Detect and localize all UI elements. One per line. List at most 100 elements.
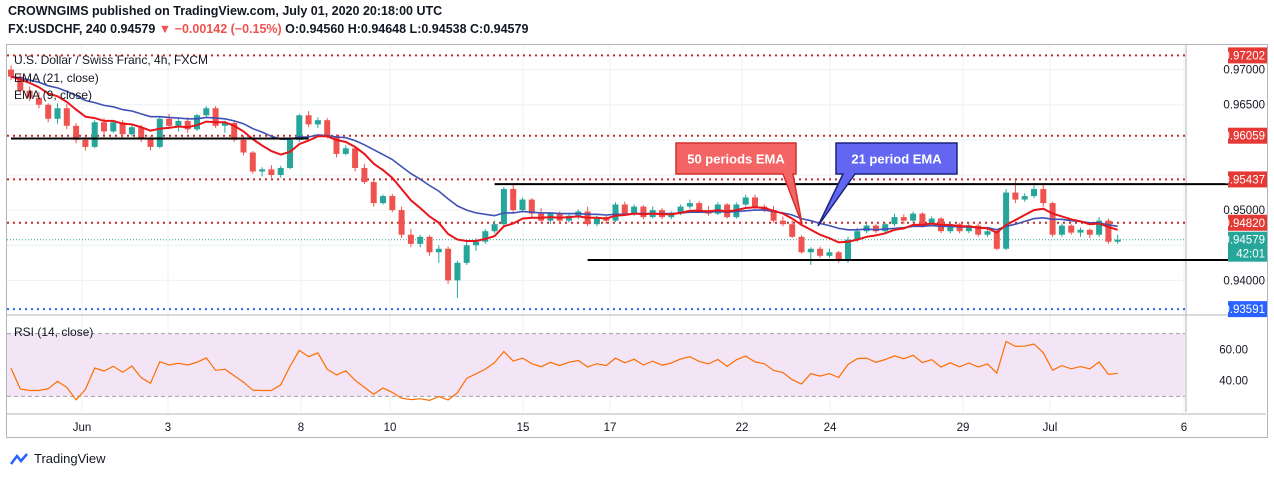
candle-body [445, 248, 452, 281]
symbol-label: FX:USDCHF, 240 [8, 22, 107, 36]
price-change: −0.00142 (−0.15%) [174, 22, 282, 36]
candle-body [798, 236, 805, 253]
candle [463, 241, 470, 265]
candle [519, 197, 526, 213]
candle-body [1077, 229, 1084, 233]
candle-body [45, 104, 52, 119]
candle-body [221, 122, 228, 126]
candle-body [1012, 192, 1019, 200]
candle [454, 260, 461, 298]
candle [249, 151, 256, 174]
candle [333, 134, 340, 158]
candle-body [435, 248, 442, 253]
rsi-legend: RSI (14, close) [14, 325, 94, 339]
candle-body [231, 122, 238, 140]
candle-body [826, 252, 833, 256]
candle [686, 199, 693, 209]
candle-body [156, 118, 163, 147]
candle-body [352, 148, 359, 168]
candle-body [491, 224, 498, 232]
candle-body [287, 139, 293, 168]
candle-body [677, 206, 684, 214]
candle [798, 235, 805, 254]
candle [1105, 218, 1112, 244]
price-axis-badge [1228, 171, 1268, 188]
candle [882, 222, 889, 234]
candle [482, 229, 489, 244]
candle-body [277, 167, 284, 175]
candle [352, 146, 359, 172]
candle [872, 224, 879, 234]
candle [175, 118, 182, 132]
x-axis-label: 6 [1181, 422, 1187, 434]
candle [1086, 228, 1093, 239]
candle-body [752, 197, 758, 207]
ema21-callout-text: 21 period EMA [851, 152, 942, 167]
candle-body [519, 199, 526, 211]
ema50-callout-text: 50 periods EMA [687, 152, 785, 167]
candle [26, 86, 33, 102]
x-axis-label: 17 [604, 422, 617, 434]
candle-body [1086, 229, 1093, 235]
candle-body [17, 76, 24, 91]
ema21-callout-shape [817, 142, 958, 227]
price-axis-badge [1228, 301, 1268, 318]
candle [891, 213, 898, 227]
candle [640, 205, 647, 220]
x-axis-label: 24 [824, 422, 837, 434]
x-axis-label: 29 [957, 422, 970, 434]
candle [770, 205, 777, 223]
x-axis-label: 8 [298, 422, 304, 434]
candle-body [854, 231, 861, 240]
candle-body [872, 225, 879, 232]
chart-frame [6, 44, 1268, 438]
ema50-callout-shape [675, 142, 803, 225]
candle-body [91, 122, 98, 147]
price-axis-text: 42:01 [1236, 249, 1265, 261]
candle-body [342, 148, 349, 154]
ohlc-values: O:0.94560 H:0.94648 L:0.94538 C:0.94579 [285, 22, 529, 36]
candle-body [54, 108, 61, 119]
candle-body [417, 236, 424, 244]
candle [407, 229, 414, 247]
price-axis-label: 0.94820 [1223, 214, 1268, 231]
candle-body [128, 127, 135, 135]
candle-body [500, 189, 507, 225]
candle-body [324, 120, 331, 137]
candle [268, 165, 275, 178]
tradingview-brand[interactable]: TradingView [10, 451, 106, 466]
candle [35, 92, 42, 109]
candle [900, 214, 907, 225]
price-axis-badge [1228, 127, 1268, 144]
candle [510, 184, 517, 214]
price-axis-label: 0.93591 [1223, 301, 1268, 318]
candle [491, 220, 498, 234]
candle-body [138, 127, 145, 140]
candle-body [166, 118, 173, 126]
candle-body [370, 182, 377, 204]
price-axis-label: 0.96500 [1223, 100, 1265, 112]
candle [389, 193, 396, 213]
price-axis-badge [1228, 214, 1268, 231]
candle-body [63, 108, 70, 126]
candle-body [380, 196, 386, 204]
candle-body [1068, 225, 1075, 233]
candle-body [26, 90, 33, 98]
candle-body [463, 245, 470, 263]
candle [305, 111, 312, 128]
rsi-line [10, 340, 1118, 402]
candle-body [835, 252, 842, 261]
candle [1040, 184, 1047, 207]
candle-body [482, 231, 489, 242]
price-axis-label: 42:01 [1228, 245, 1268, 262]
price-axis-label: 0.94000 [1223, 275, 1265, 287]
candle-body [240, 139, 247, 153]
candle-body [1021, 196, 1028, 200]
candle-body [1040, 189, 1047, 204]
candle [73, 122, 80, 144]
candle-body [1096, 220, 1103, 235]
candle [435, 245, 442, 263]
x-axis-label: 10 [384, 422, 397, 434]
candle [417, 234, 424, 248]
